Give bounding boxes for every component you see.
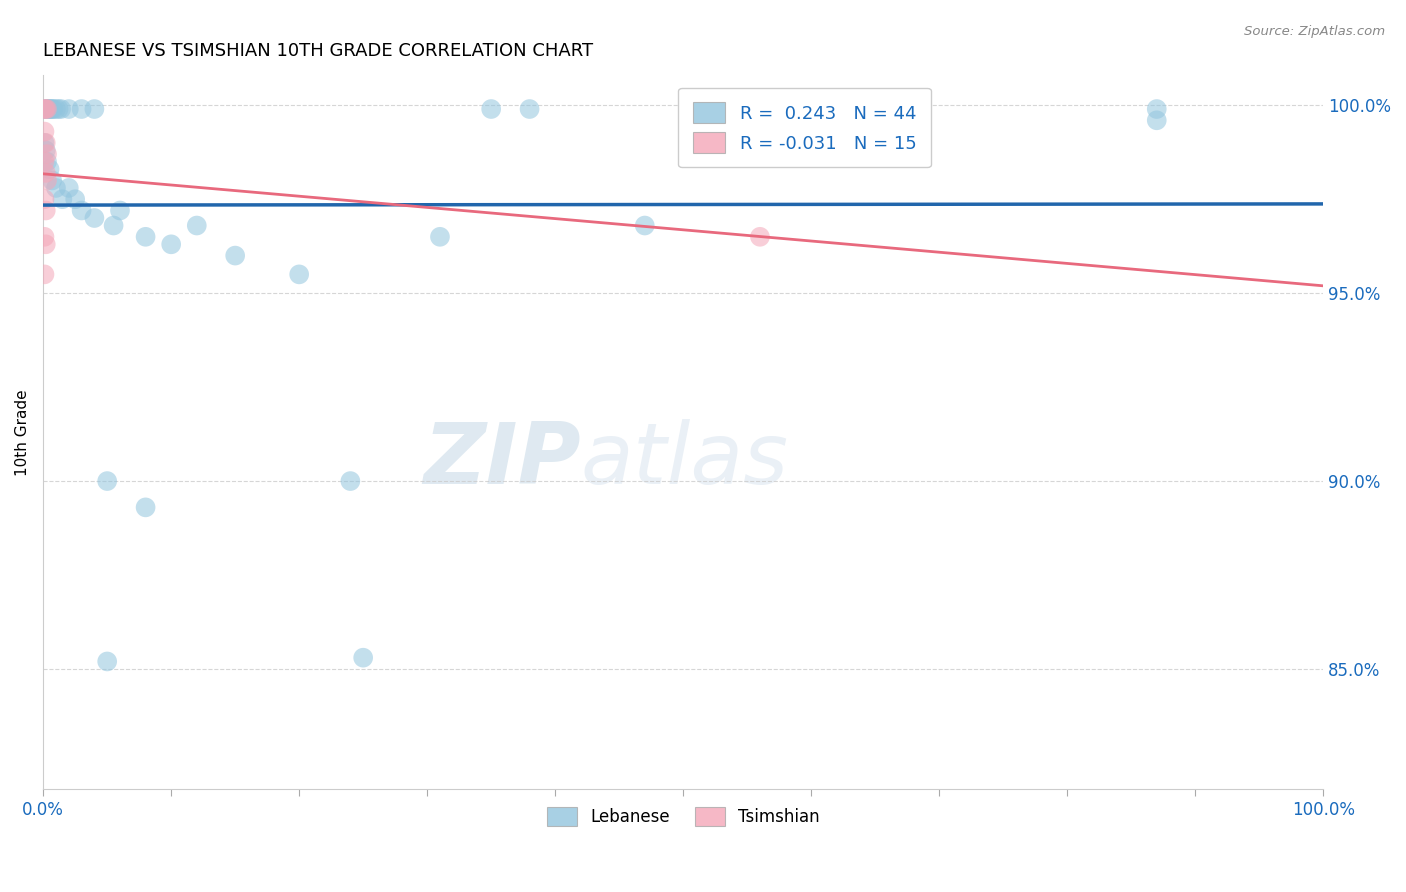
Point [51,192,73,206]
Point [339,474,361,488]
Text: Source: ZipAtlas.com: Source: ZipAtlas.com [1244,25,1385,38]
Point [35,154,58,169]
Point [519,102,541,116]
Point [34,136,56,150]
Point [35,203,58,218]
Point [45,102,67,116]
Point [108,203,131,218]
Point [37,102,59,116]
Point [34,229,56,244]
Point [35,144,58,158]
Point [34,154,56,169]
Point [58,102,80,116]
Text: atlas: atlas [581,419,789,502]
Point [34,192,56,206]
Point [34,102,56,116]
Point [135,229,157,244]
Point [35,102,58,116]
Point [96,474,118,488]
Point [39,102,62,116]
Point [103,219,125,233]
Point [41,173,63,187]
Point [45,181,67,195]
Point [83,211,105,225]
Point [63,192,86,206]
Point [41,102,63,116]
Y-axis label: 10th Grade: 10th Grade [15,389,30,475]
Point [135,500,157,515]
Point [479,102,502,116]
Point [35,237,58,252]
Text: ZIP: ZIP [423,419,581,502]
Point [35,173,58,187]
Point [38,102,60,116]
Point [42,102,65,116]
Point [352,650,374,665]
Point [38,162,60,177]
Point [70,203,93,218]
Point [749,229,772,244]
Point [35,166,58,180]
Point [35,102,58,116]
Point [35,102,58,116]
Point [48,102,70,116]
Point [35,136,58,150]
Point [288,268,311,282]
Point [49,102,72,116]
Point [34,102,56,116]
Point [83,102,105,116]
Point [429,229,451,244]
Point [186,219,208,233]
Point [58,181,80,195]
Point [735,105,758,120]
Point [224,249,246,263]
Text: LEBANESE VS TSIMSHIAN 10TH GRADE CORRELATION CHART: LEBANESE VS TSIMSHIAN 10TH GRADE CORRELA… [44,42,593,60]
Point [634,219,657,233]
Point [34,268,56,282]
Point [34,125,56,139]
Point [35,147,58,161]
Point [96,655,118,669]
Point [35,102,58,116]
Legend: Lebanese, Tsimshian: Lebanese, Tsimshian [538,798,828,834]
Point [160,237,183,252]
Point [70,102,93,116]
Point [1146,113,1168,128]
Point [1146,102,1168,116]
